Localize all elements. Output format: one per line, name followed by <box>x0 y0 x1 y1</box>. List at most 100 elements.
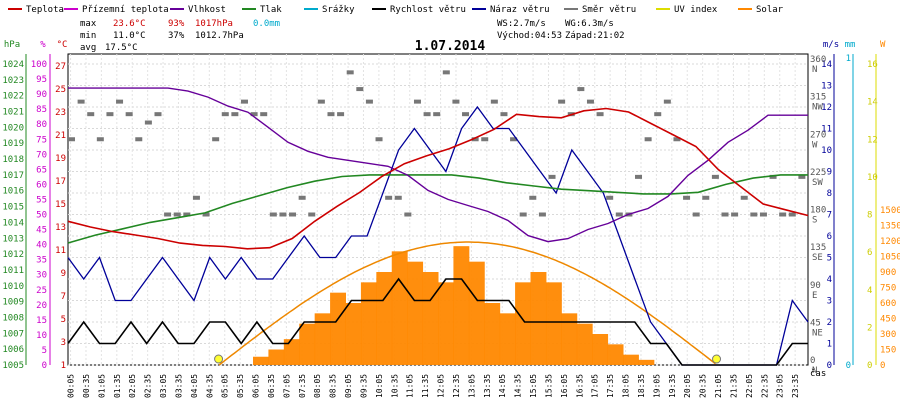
wind-dir-mark <box>452 99 460 104</box>
wind-dir-mark <box>423 112 431 117</box>
solar-bar <box>283 339 300 365</box>
axis-c-tick: 13 <box>55 223 66 233</box>
solar-bar <box>376 272 393 365</box>
x-tick-label: 02:35 <box>144 374 153 398</box>
x-tick-label: 06:35 <box>267 374 276 398</box>
wind-wg: WG:6.3m/s <box>565 19 614 29</box>
wind-dir-mark <box>116 99 124 104</box>
axis-uv-tick: 10 <box>867 173 878 183</box>
axis-deg-tick: 360 <box>810 55 826 65</box>
x-tick-label: 12:35 <box>452 374 461 398</box>
axis-pct-tick: 85 <box>36 105 47 115</box>
axis-pct-tick: 5 <box>42 346 47 356</box>
axis-c-tick: 15 <box>55 200 66 210</box>
axis-w-tick: 750 <box>880 284 896 294</box>
axis-mm-tick: 0 <box>846 361 851 371</box>
x-tick-label: 10:05 <box>375 374 384 398</box>
axis-hpa-tick: 1018 <box>2 155 24 165</box>
x-tick-label: 19:05 <box>652 374 661 398</box>
axis-uv-tick: 2 <box>867 323 872 333</box>
axis-w-tick: 1500 <box>880 206 900 216</box>
wind-dir-mark <box>308 212 316 217</box>
axis-uv-tick: 8 <box>867 211 872 221</box>
axis-ms-tick: 7 <box>827 211 832 221</box>
axis-hpa-tick: 1006 <box>2 345 24 355</box>
wind-dir-mark <box>721 212 729 217</box>
wind-dir-mark <box>558 99 566 104</box>
wind-dir-mark <box>577 87 585 92</box>
wind-dir-mark <box>279 212 287 217</box>
wind-dir-mark <box>96 137 104 142</box>
x-tick-label: 15:05 <box>529 374 538 398</box>
axis-pct-tick: 95 <box>36 75 47 85</box>
wind-dir-mark <box>413 99 421 104</box>
axis-hpa-tick: 1012 <box>2 250 24 260</box>
solar-area <box>253 246 655 365</box>
solar-bar <box>438 282 454 365</box>
solar-theory-line <box>218 241 716 366</box>
axis-w-tick: 1350 <box>880 222 900 232</box>
x-tick-label: 09:05 <box>344 374 353 398</box>
axis-c-tick: 11 <box>55 246 66 256</box>
wind-dir-mark <box>269 212 277 217</box>
axis-c-tick: 21 <box>55 131 66 141</box>
axis-pct-tick: 75 <box>36 135 47 145</box>
wind-dir-mark <box>240 99 248 104</box>
wind-dir-mark <box>317 99 325 104</box>
axis-c-tick: 27 <box>55 62 66 72</box>
wind-dir-mark <box>164 212 172 217</box>
axis-deg-label: S <box>812 216 817 226</box>
x-tick-label: 06:05 <box>252 374 261 398</box>
solar-bar <box>515 282 531 365</box>
x-tick-label: 00:35 <box>82 374 91 398</box>
legend-label: Teplota <box>26 5 64 15</box>
axis-hpa-tick: 1020 <box>2 123 24 133</box>
sunset: Západ:21:02 <box>565 31 625 41</box>
solar-bar <box>314 313 331 365</box>
axis-pct-tick: 25 <box>36 286 47 296</box>
axis-pct-tick: 90 <box>36 90 47 100</box>
legend-label: Směr větru <box>582 5 636 15</box>
wind-dir-mark <box>711 174 719 179</box>
axis-w-tick: 900 <box>880 268 896 278</box>
axis-mm-tick: 1 <box>846 54 851 64</box>
axis-ms-tick: 11 <box>821 125 832 135</box>
solar-bar <box>499 313 516 365</box>
axis-pct-tick: 15 <box>36 316 47 326</box>
wind-dir-mark <box>337 112 345 117</box>
axis-mm-unit: mm <box>845 40 856 50</box>
wind-dir-mark <box>519 212 527 217</box>
wind-dir-mark <box>106 112 114 117</box>
wind-dir-mark <box>788 212 796 217</box>
solar-bar <box>484 303 501 365</box>
wind-dir-mark <box>750 212 758 217</box>
legend-label: Přízemní teplota <box>82 5 169 15</box>
x-tick-label: 10:35 <box>390 374 399 398</box>
axis-pct-tick: 60 <box>36 180 47 190</box>
axis-w-tick: 600 <box>880 299 896 309</box>
x-tick-label: 18:35 <box>637 374 646 398</box>
x-tick-label: 13:05 <box>467 374 476 398</box>
wind-dir-mark <box>462 112 470 117</box>
axis-deg-tick: 90 <box>810 281 821 291</box>
axis-c-tick: 19 <box>55 154 66 164</box>
axis-pct-tick: 35 <box>36 256 47 266</box>
wind-dir-mark <box>759 212 767 217</box>
solar-bar <box>453 246 470 365</box>
solar-bar <box>345 303 362 365</box>
solar-bar <box>422 272 439 365</box>
axis-uv-tick: 14 <box>867 98 878 108</box>
x-tick-label: 23:05 <box>776 374 785 398</box>
wind-dir-mark <box>798 174 806 179</box>
axis-uv-tick: 16 <box>867 60 878 70</box>
wind-dir-mark <box>500 112 508 117</box>
legend-label: Solar <box>756 5 784 15</box>
axis-pct-tick: 45 <box>36 226 47 236</box>
axis-deg-tick: 45 <box>810 318 821 328</box>
axis-hpa-tick: 1005 <box>2 361 24 371</box>
line-temperature <box>67 107 809 250</box>
solar-bar <box>592 334 609 365</box>
x-tick-label: 02:05 <box>128 374 137 398</box>
x-tick-label: 21:05 <box>714 374 723 398</box>
